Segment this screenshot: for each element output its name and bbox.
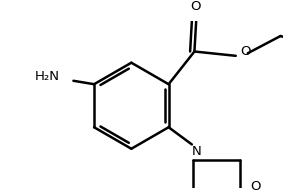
- Text: N: N: [191, 145, 201, 158]
- Text: H₂N: H₂N: [35, 70, 60, 83]
- Text: O: O: [250, 180, 261, 193]
- Text: O: O: [240, 45, 250, 58]
- Text: O: O: [190, 0, 201, 13]
